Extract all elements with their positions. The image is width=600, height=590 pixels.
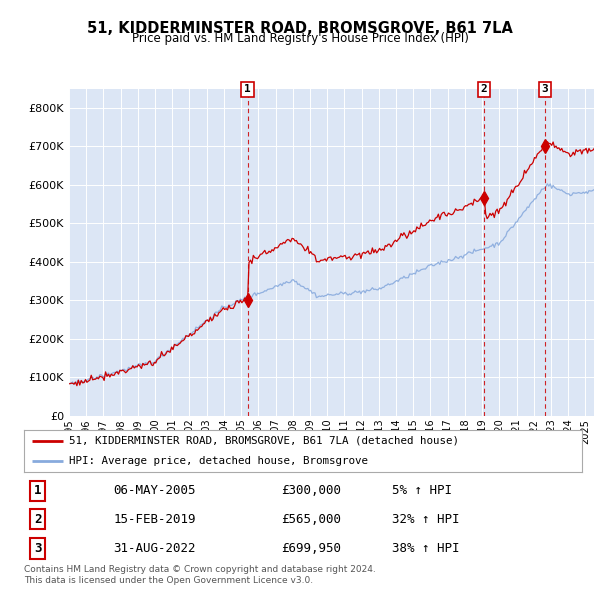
Text: Price paid vs. HM Land Registry's House Price Index (HPI): Price paid vs. HM Land Registry's House … — [131, 32, 469, 45]
Text: 2: 2 — [481, 84, 488, 94]
Text: 3: 3 — [542, 84, 548, 94]
Text: 15-FEB-2019: 15-FEB-2019 — [113, 513, 196, 526]
Text: 38% ↑ HPI: 38% ↑ HPI — [392, 542, 460, 555]
Text: 06-MAY-2005: 06-MAY-2005 — [113, 484, 196, 497]
Text: 51, KIDDERMINSTER ROAD, BROMSGROVE, B61 7LA (detached house): 51, KIDDERMINSTER ROAD, BROMSGROVE, B61 … — [68, 436, 458, 446]
Text: 3: 3 — [34, 542, 42, 555]
Text: 5% ↑ HPI: 5% ↑ HPI — [392, 484, 452, 497]
Text: £699,950: £699,950 — [281, 542, 341, 555]
Text: 32% ↑ HPI: 32% ↑ HPI — [392, 513, 460, 526]
Text: 1: 1 — [244, 84, 251, 94]
Text: 2: 2 — [34, 513, 42, 526]
Text: Contains HM Land Registry data © Crown copyright and database right 2024.
This d: Contains HM Land Registry data © Crown c… — [24, 565, 376, 585]
Text: £565,000: £565,000 — [281, 513, 341, 526]
Text: 51, KIDDERMINSTER ROAD, BROMSGROVE, B61 7LA: 51, KIDDERMINSTER ROAD, BROMSGROVE, B61 … — [87, 21, 513, 35]
Text: 31-AUG-2022: 31-AUG-2022 — [113, 542, 196, 555]
Text: 1: 1 — [34, 484, 42, 497]
Text: £300,000: £300,000 — [281, 484, 341, 497]
Text: HPI: Average price, detached house, Bromsgrove: HPI: Average price, detached house, Brom… — [68, 455, 368, 466]
